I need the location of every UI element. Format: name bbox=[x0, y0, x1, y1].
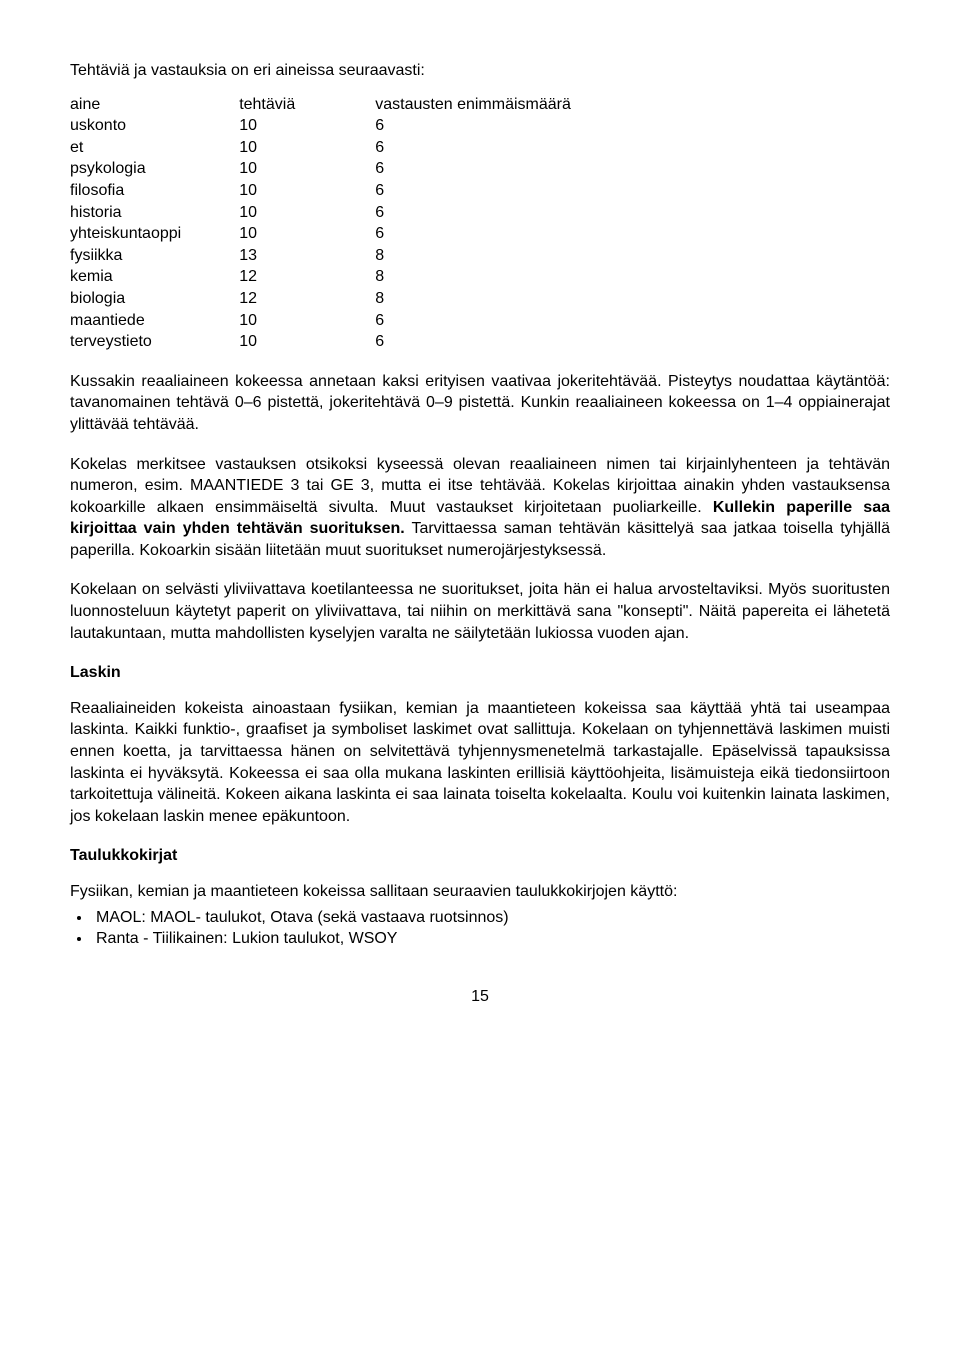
cell: 8 bbox=[335, 288, 589, 310]
cell: 6 bbox=[335, 180, 589, 202]
cell: 6 bbox=[335, 331, 589, 353]
cell: 6 bbox=[335, 310, 589, 332]
paragraph-3: Kokelaan on selvästi yliviivattava koeti… bbox=[70, 579, 890, 644]
cell: 10 bbox=[199, 310, 335, 332]
cell: 8 bbox=[335, 266, 589, 288]
cell: et bbox=[70, 137, 199, 159]
cell: fysiikka bbox=[70, 245, 199, 267]
cell: 8 bbox=[335, 245, 589, 267]
heading-laskin: Laskin bbox=[70, 662, 890, 684]
table-row: fysiikka138 bbox=[70, 245, 589, 267]
cell: 10 bbox=[199, 223, 335, 245]
cell: 13 bbox=[199, 245, 335, 267]
subjects-table: aine tehtäviä vastausten enimmäismäärä u… bbox=[70, 94, 589, 353]
table-row: yhteiskuntaoppi106 bbox=[70, 223, 589, 245]
heading-taulukkokirjat: Taulukkokirjat bbox=[70, 845, 890, 867]
table-row: biologia128 bbox=[70, 288, 589, 310]
list-item: MAOL: MAOL- taulukot, Otava (sekä vastaa… bbox=[92, 907, 890, 929]
cell: 10 bbox=[199, 115, 335, 137]
th-tehtavia: tehtäviä bbox=[199, 94, 335, 116]
page-number: 15 bbox=[70, 986, 890, 1008]
th-aine: aine bbox=[70, 94, 199, 116]
cell: 6 bbox=[335, 137, 589, 159]
table-header-row: aine tehtäviä vastausten enimmäismäärä bbox=[70, 94, 589, 116]
cell: 6 bbox=[335, 115, 589, 137]
table-row: psykologia106 bbox=[70, 158, 589, 180]
table-row: et106 bbox=[70, 137, 589, 159]
paragraph-5: Fysiikan, kemian ja maantieteen kokeissa… bbox=[70, 881, 890, 903]
table-row: kemia128 bbox=[70, 266, 589, 288]
cell: uskonto bbox=[70, 115, 199, 137]
cell: 10 bbox=[199, 180, 335, 202]
intro-text: Tehtäviä ja vastauksia on eri aineissa s… bbox=[70, 60, 890, 82]
th-vastausten: vastausten enimmäismäärä bbox=[335, 94, 589, 116]
table-row: filosofia106 bbox=[70, 180, 589, 202]
table-row: terveystieto106 bbox=[70, 331, 589, 353]
cell: kemia bbox=[70, 266, 199, 288]
bullet-list: MAOL: MAOL- taulukot, Otava (sekä vastaa… bbox=[92, 907, 890, 950]
cell: 10 bbox=[199, 331, 335, 353]
cell: historia bbox=[70, 202, 199, 224]
table-row: uskonto106 bbox=[70, 115, 589, 137]
cell: 12 bbox=[199, 266, 335, 288]
table-row: historia106 bbox=[70, 202, 589, 224]
cell: filosofia bbox=[70, 180, 199, 202]
paragraph-1: Kussakin reaaliaineen kokeessa annetaan … bbox=[70, 371, 890, 436]
cell: psykologia bbox=[70, 158, 199, 180]
cell: 10 bbox=[199, 158, 335, 180]
cell: 6 bbox=[335, 223, 589, 245]
cell: terveystieto bbox=[70, 331, 199, 353]
cell: maantiede bbox=[70, 310, 199, 332]
cell: 6 bbox=[335, 202, 589, 224]
cell: 10 bbox=[199, 202, 335, 224]
paragraph-2: Kokelas merkitsee vastauksen otsikoksi k… bbox=[70, 454, 890, 562]
list-item: Ranta - Tiilikainen: Lukion taulukot, WS… bbox=[92, 928, 890, 950]
cell: 12 bbox=[199, 288, 335, 310]
cell: biologia bbox=[70, 288, 199, 310]
cell: yhteiskuntaoppi bbox=[70, 223, 199, 245]
cell: 6 bbox=[335, 158, 589, 180]
table-row: maantiede106 bbox=[70, 310, 589, 332]
cell: 10 bbox=[199, 137, 335, 159]
paragraph-4: Reaaliaineiden kokeista ainoastaan fysii… bbox=[70, 698, 890, 828]
